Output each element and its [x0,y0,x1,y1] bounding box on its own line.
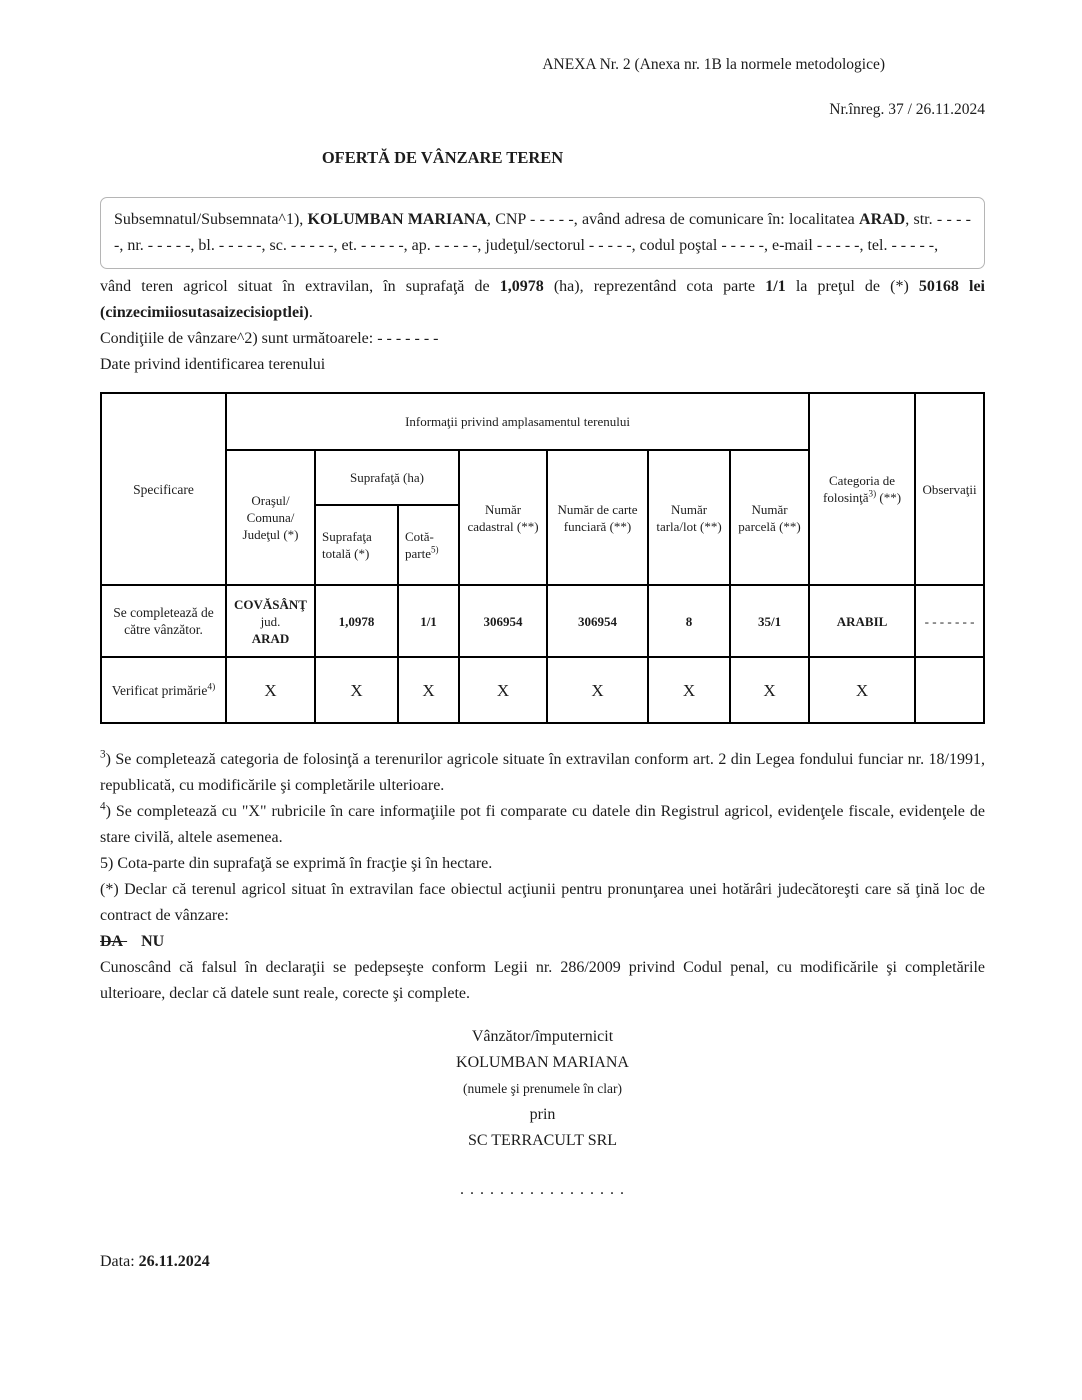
cell-area: 1,0978 [314,584,399,658]
cell-observations: - - - - - - - [914,584,986,658]
footnote-3-sup: 3 [100,748,106,761]
cell-city-name: COVĂSÂNŢ [234,596,307,612]
seller-name: KOLUMBAN MARIANA [307,211,487,228]
cell-verify-x-cadastral: X [458,656,548,724]
cell-verify-x-share: X [397,656,460,724]
cell-seller-label: Se completează de către vânzător. [100,584,227,658]
cell-verify-x-area: X [314,656,399,724]
footnote-4-sup: 4 [100,800,106,813]
cell-verify-x-category: X [808,656,917,724]
sale-seg1: vând teren agricol situat în extravilan,… [100,278,500,295]
footnote-4-text: ) Se completează cu "X" rubricile în car… [100,803,985,846]
cell-verify-x-parcel: X [728,656,811,724]
th-categoria-sup: 3) [868,488,877,499]
document-title: OFERTĂ DE VÂNZARE TEREN [321,148,564,167]
th-cota-parte-text: Cotă-parte [405,529,434,561]
th-specificare: Specificare [100,392,227,586]
date-value: 26.11.2024 [138,1253,210,1270]
declaration-paragraph: (*) Declar că terenul agricol situat în … [100,881,985,924]
th-numar-cadastral: Număr cadastral (**) [458,449,548,586]
intro-seg3: , str. - - - - -, nr. - - - - -, bl. - -… [114,211,972,254]
sale-seg5: . [308,304,313,321]
cell-land-book-number: 306954 [546,584,649,658]
th-categoria-text: Categoria de folosinţă [823,473,896,505]
cell-verify-x-tarla: X [647,656,731,724]
price-value: 50168 lei [918,278,985,295]
cell-verify-label: Verificat primărie4) [100,656,227,724]
table-header-row-1: Specificare Informaţii privind amplasame… [100,392,986,586]
signature-name: KOLUMBAN MARIANA [456,1054,629,1071]
th-categoria-after: (**) [876,490,902,505]
th-cota-parte: Cotă-parte5) [397,504,460,586]
land-area-value: 1,0978 [499,278,544,295]
date-footer: Data: 26.11.2024 [100,1249,985,1275]
intro-seg2: , CNP - - - - -, având adresa de comunic… [486,211,860,228]
th-numar-parcela: Număr parcelă (**) [728,449,811,586]
cell-tarla-number: 8 [647,584,731,658]
applicant-info-box: Subsemnatul/Subsemnata^1), KOLUMBAN MARI… [100,197,985,269]
cell-verify-observations [914,656,986,724]
th-cota-parte-sup: 5) [430,544,439,555]
cell-city: COVĂSÂNŢ jud. ARAD [225,584,316,658]
intro-seg1: Subsemnatul/Subsemnata^1), [114,211,308,228]
da-option-struck: DA [100,933,124,950]
th-numar-tarla-lot: Număr tarla/lot (**) [647,449,731,586]
footnote-4: 4) Se completează cu "X" rubricile în ca… [100,799,985,851]
signature-company: SC TERRACULT SRL [467,1132,618,1149]
signature-hint: (numele şi prenumele în clar) [463,1081,622,1096]
cell-verify-text: Verificat primărie [111,682,208,698]
cell-city-jud: jud. [260,613,281,629]
date-label: Data: [100,1253,139,1270]
sale-seg3: la preţul de (*) [785,278,919,295]
seller-data-row: Se completează de către vânzător. COVĂSÂ… [100,584,986,658]
table-header-row-3: Suprafaţa totală (*) Cotă-parte5) [101,504,984,586]
registration-number-line: Nr.înreg. 37 / 26.11.2024 [829,101,985,118]
th-orasul-comuna-judetul: Oraşul/ Comuna/ Judeţul (*) [225,449,316,586]
th-categoria-folosinta: Categoria de folosinţă3) (**) [808,392,917,586]
th-observatii: Observaţii [914,392,986,586]
signature-dotted-line: . . . . . . . . . . . . . . . . . [460,1181,625,1198]
cell-verify-sup: 4) [207,682,216,692]
signature-prin: prin [529,1106,556,1123]
th-suprafata-ha: Suprafaţă (ha) [314,449,460,506]
th-numar-carte-funciara: Număr de carte funciară (**) [546,449,649,586]
penal-code-paragraph: Cunoscând că falsul în declaraţii se ped… [100,959,985,1002]
cell-parcel-number: 35/1 [728,584,811,658]
cell-county-name: ARAD [251,630,290,646]
applicant-paragraph: Subsemnatul/Subsemnata^1), KOLUMBAN MARI… [114,207,971,259]
cell-verify-x-city: X [225,656,316,724]
da-nu-line: DA NU [100,929,985,955]
annex-line: ANEXA Nr. 2 (Anexa nr. 1B la normele met… [542,56,885,73]
cell-land-category: ARABIL [808,584,917,658]
price-in-words: (cinzecimiiosutasaizecisioptlei) [100,304,309,321]
footnote-5: 5) Cota-parte din suprafaţă se exprimă î… [100,855,493,872]
signature-block: Vânzător/împuternicit KOLUMBAN MARIANA (… [100,1024,985,1203]
land-id-heading: Date privind identificarea terenului [100,356,326,373]
table-header-row-2: Oraşul/ Comuna/ Judeţul (*) Suprafaţă (h… [101,449,984,586]
footnote-3-text: ) Se completează categoria de folosinţă … [100,751,985,794]
cell-cadastral-number: 306954 [458,584,548,658]
ownership-share-value: 1/1 [765,278,786,295]
footnote-3: 3) Se completează categoria de folosinţă… [100,747,985,799]
th-suprafata-totala: Suprafaţa totală (*) [314,504,399,586]
cell-share: 1/1 [397,584,460,658]
footnotes-section: 3) Se completează categoria de folosinţă… [100,747,985,1007]
sale-paragraph: vând teren agricol situat în extravilan,… [100,274,985,326]
sale-seg2: (ha), reprezentând cota parte [543,278,766,295]
verify-data-row: Verificat primărie4) X X X X X X X X [100,656,986,724]
conditions-line: Condiţiile de vânzare^2) sunt următoarel… [100,330,439,347]
sale-section: vând teren agricol situat în extravilan,… [100,274,985,378]
land-identification-table: Specificare Informaţii privind amplasame… [100,392,986,724]
th-info-amplasament: Informaţii privind amplasamentul terenul… [224,392,811,451]
locality-name: ARAD [859,211,906,228]
nu-option: NU [141,933,165,950]
cell-verify-x-land-book: X [546,656,649,724]
signature-role: Vânzător/împuternicit [471,1028,614,1045]
